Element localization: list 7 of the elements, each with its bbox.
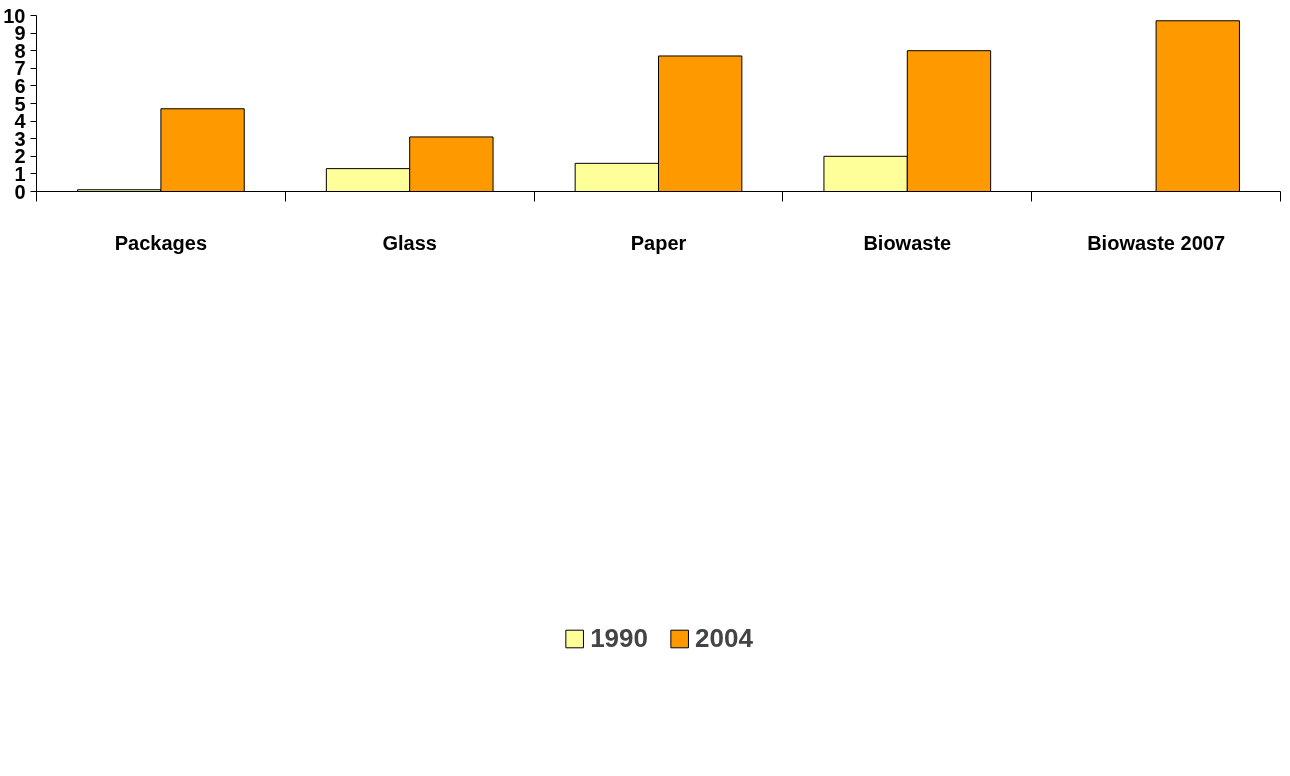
x-tick-label: Biowaste 2007 xyxy=(1087,231,1226,254)
x-tick-label: Biowaste xyxy=(863,231,952,254)
x-tick-label: Glass xyxy=(382,231,437,254)
legend-label: 1990 xyxy=(590,622,648,654)
x-tick-label: Paper xyxy=(630,231,687,254)
x-tick-label: Packages xyxy=(114,231,208,254)
legend-label: 2004 xyxy=(695,622,753,654)
